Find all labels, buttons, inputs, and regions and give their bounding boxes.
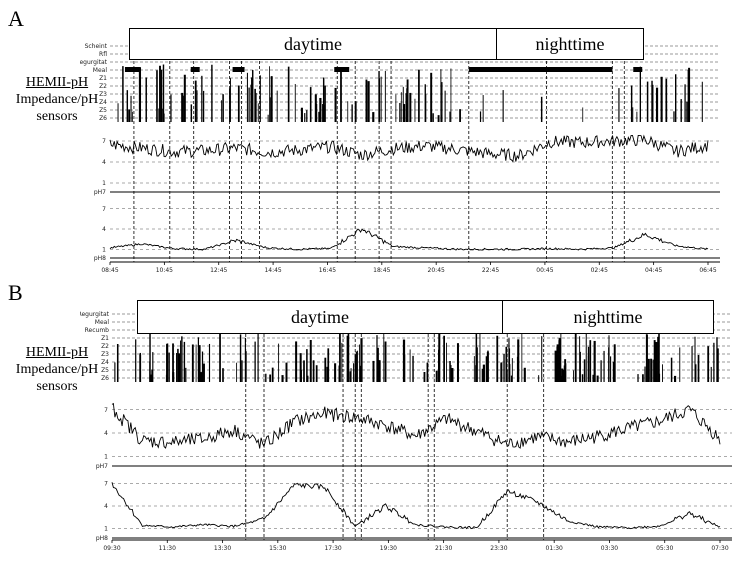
sensor-sub2-a: sensors (36, 109, 78, 124)
period-nighttime-b: nighttime (502, 300, 714, 334)
row-label: Regurgitat (80, 59, 108, 66)
ph-tick-label: 4 (102, 226, 106, 233)
row-label: Meal (93, 67, 108, 74)
sensor-label-a: HEMII-pH Impedance/pH sensors (2, 74, 112, 125)
period-daytime-a: daytime (129, 28, 497, 60)
row-label: Z5 (99, 107, 107, 114)
row-label: Z2 (101, 343, 109, 350)
sensor-sub1-b: Impedance/pH (15, 362, 99, 377)
row-label: Rfl (99, 51, 107, 58)
x-tick-label: 10:45 (156, 267, 173, 272)
x-tick-label: 09:30 (103, 545, 120, 552)
x-tick-label: 00:45 (536, 267, 553, 272)
sensor-name-b: HEMII-pH (25, 345, 89, 360)
x-tick-label: 02:45 (591, 267, 608, 272)
reflux-event-bar (232, 67, 245, 72)
x-tick-label: 19:30 (380, 545, 397, 552)
ph-tick-label: 1 (102, 180, 106, 187)
ph-tick-label: 7 (104, 407, 108, 414)
ph-tick-label: 7 (102, 206, 106, 213)
ph-trace-line (109, 134, 709, 163)
sensor-label-b: HEMII-pH Impedance/pH sensors (2, 344, 112, 395)
x-tick-label: 15:30 (269, 545, 286, 552)
row-label: Z6 (99, 115, 107, 122)
x-tick-label: 03:30 (601, 545, 618, 552)
tracing-panel-a: ScheintRflRegurgitatMealZ1Z2Z3Z4Z5Z6 7 4 1 p… (80, 43, 720, 272)
x-tick-label: 04:45 (645, 267, 662, 272)
x-tick-label: 13:30 (214, 545, 231, 552)
row-label: Z6 (101, 375, 109, 382)
row-label: Z1 (101, 335, 109, 342)
reflux-event-bar (633, 67, 643, 72)
reflux-event-bar (190, 67, 200, 72)
x-tick-label: 20:45 (428, 267, 445, 272)
x-tick-label: 17:30 (324, 545, 341, 552)
x-tick-label: 11:30 (159, 545, 176, 552)
sensor-sub2-b: sensors (36, 379, 78, 394)
row-label: Z2 (99, 83, 107, 90)
x-tick-label: 21:30 (435, 545, 452, 552)
ph-tick-label: 7 (102, 138, 106, 145)
x-tick-label: 22:45 (482, 267, 499, 272)
ph-channel-label: pH7 (94, 189, 106, 196)
panel-letter-b: B (8, 280, 23, 305)
row-label: Regurgitat (80, 311, 110, 318)
row-label: Z4 (99, 99, 107, 106)
ph-trace-line (111, 482, 721, 530)
panel-letter-a: A (8, 6, 24, 31)
reflux-event-bar (124, 67, 140, 72)
row-label: Meal (95, 319, 110, 326)
row-label: Z5 (101, 367, 109, 374)
ph-tick-label: 7 (104, 481, 108, 488)
row-label: Z3 (101, 351, 109, 358)
x-tick-label: 23:30 (490, 545, 507, 552)
ph-trace-line (109, 228, 709, 251)
ph-tick-label: 1 (104, 453, 108, 460)
sensor-name-a: HEMII-pH (25, 75, 89, 90)
x-tick-label: 18:45 (373, 267, 390, 272)
reflux-event-bar (468, 67, 613, 72)
row-label: Z3 (99, 91, 107, 98)
ph-tick-label: 4 (104, 430, 108, 437)
ph-channel-label: pH8 (94, 255, 106, 262)
ph-channel-label: pH8 (96, 535, 108, 542)
x-tick-label: 08:45 (101, 267, 118, 272)
ph-tick-label: 4 (102, 159, 106, 166)
x-tick-label: 12:45 (210, 267, 227, 272)
x-tick-label: 06:45 (699, 267, 716, 272)
x-tick-label: 16:45 (319, 267, 336, 272)
ph-tick-label: 4 (104, 503, 108, 510)
row-label: Recumb (85, 327, 110, 334)
ph-channel-label: pH7 (96, 463, 108, 470)
row-label: Z4 (101, 359, 109, 366)
period-nighttime-a: nighttime (496, 28, 644, 60)
ph-trace-line (111, 402, 721, 449)
row-label: Z1 (99, 75, 107, 82)
sensor-sub1-a: Impedance/pH (15, 92, 99, 107)
x-tick-label: 05:30 (656, 545, 673, 552)
ph-tick-label: 1 (104, 526, 108, 533)
period-daytime-b: daytime (137, 300, 503, 334)
x-tick-label: 07:30 (711, 545, 728, 552)
x-tick-label: 14:45 (264, 267, 281, 272)
row-label: Scheint (85, 43, 108, 50)
ph-tick-label: 1 (102, 246, 106, 253)
x-tick-label: 01:30 (546, 545, 563, 552)
